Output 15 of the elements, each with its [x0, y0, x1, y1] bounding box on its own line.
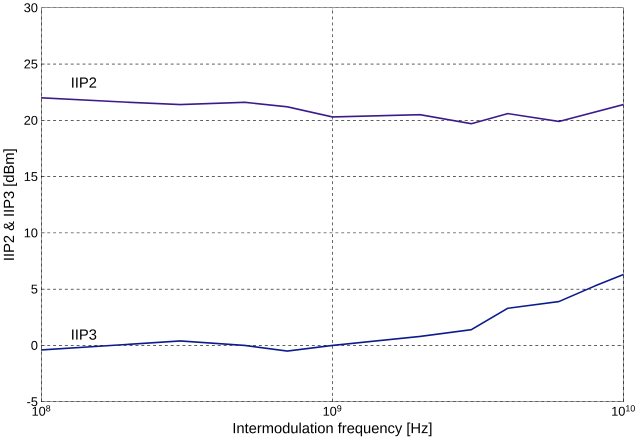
- y-axis-title: IIP2 & IIP3 [dBm]: [3, 150, 17, 260]
- x-tick-label: 10$^{10}$: [612, 405, 635, 416]
- y-tick-label: 30: [24, 4, 38, 13]
- y-tick-label: 25: [24, 60, 38, 69]
- x-tick-label: 10$^{8}$: [32, 405, 50, 416]
- x-tick-label: 10$^{9}$: [324, 405, 342, 416]
- y-tick-label: 10: [24, 228, 38, 238]
- x-axis-title: Intermodulation frequency [Hz]: [234, 422, 432, 436]
- y-tick-label: 15: [24, 172, 38, 182]
- y-tick-label: 20: [24, 116, 38, 126]
- y-tick-label: 0: [31, 341, 38, 350]
- y-tick-label: -5: [27, 398, 38, 406]
- series-label: IIP3: [72, 330, 96, 340]
- y-tick-label: 5: [31, 284, 38, 294]
- series-label: IIP2: [72, 78, 96, 88]
